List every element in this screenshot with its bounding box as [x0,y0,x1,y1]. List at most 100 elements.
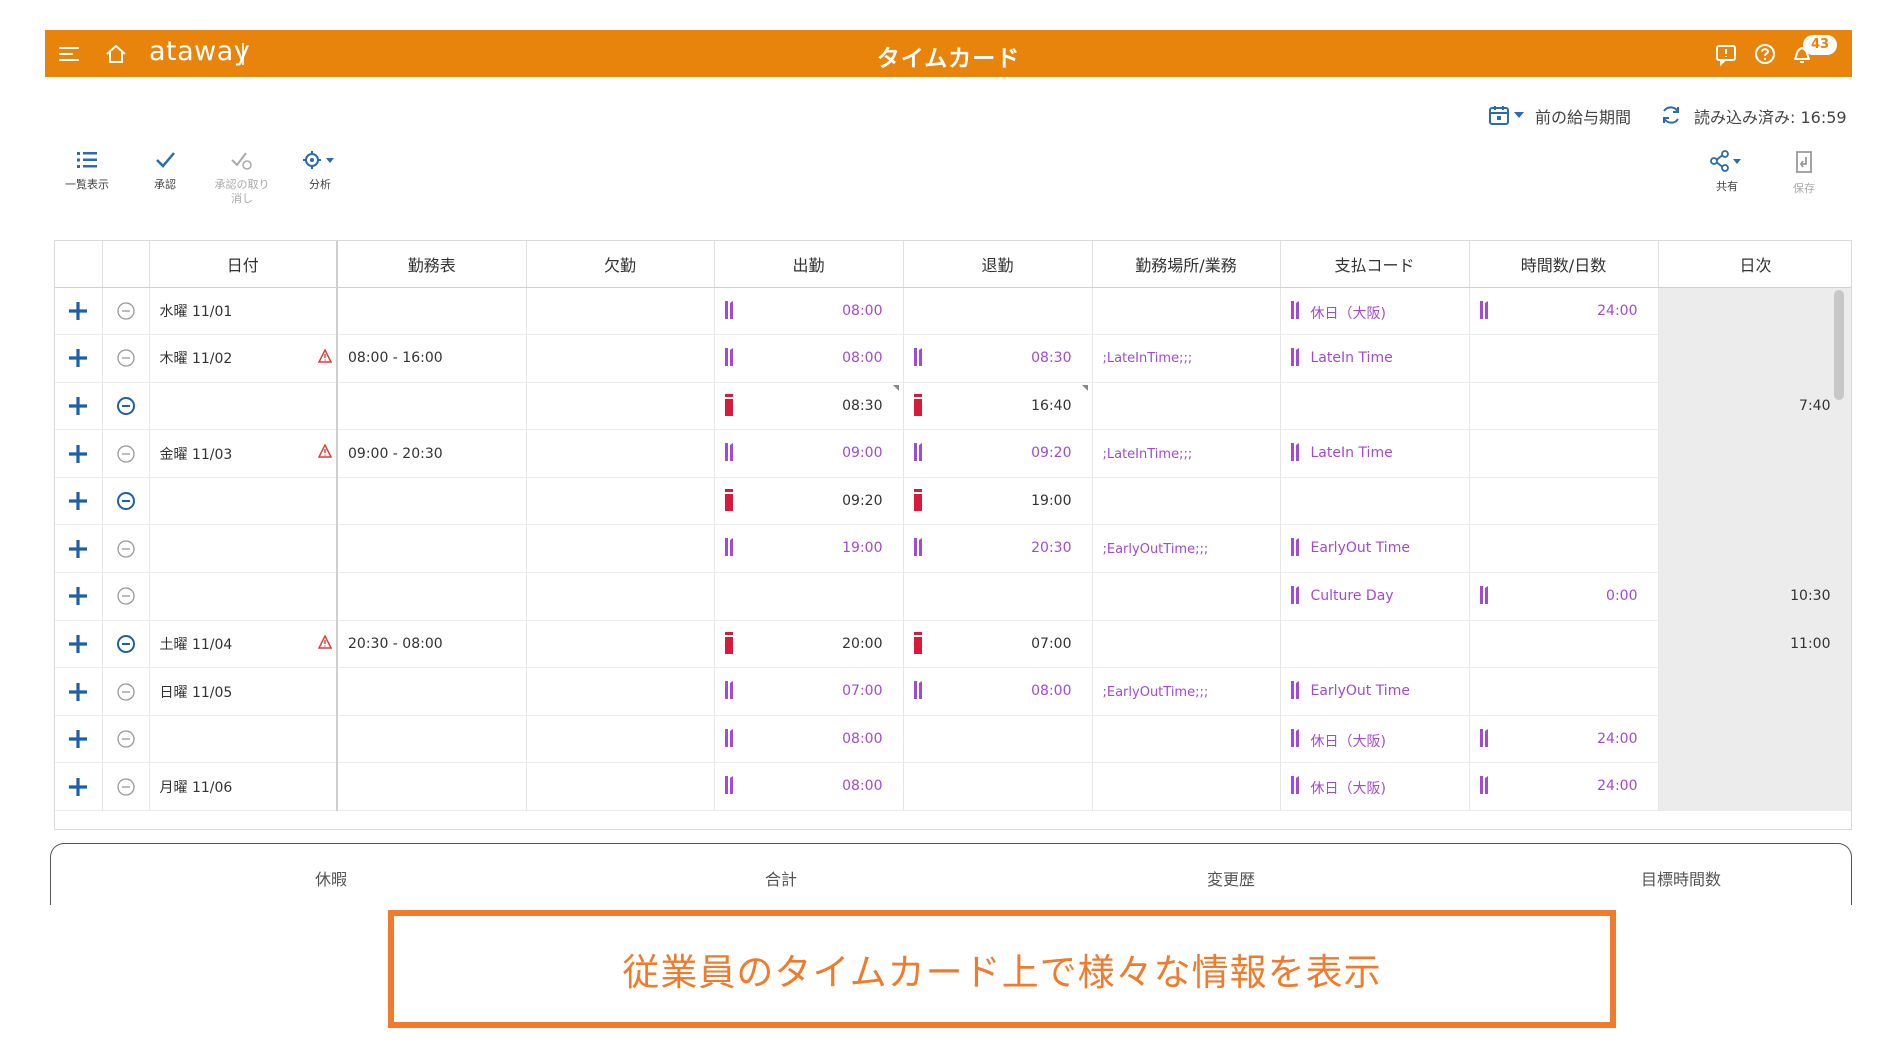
hours-cell[interactable]: 24:00 [1469,715,1659,764]
share-button[interactable]: 共有 [1697,150,1757,194]
remove-icon[interactable] [116,396,136,416]
date-cell[interactable] [149,524,338,574]
hours-cell[interactable]: 24:00 [1469,762,1659,812]
paycode-cell[interactable]: LateIn Time [1280,334,1470,383]
location-cell[interactable]: ;EarlyOutTime;;; [1092,524,1281,574]
tab-change-history[interactable]: 変更歴 [1206,870,1255,889]
column-header-paycode[interactable]: 支払コード [1280,241,1470,288]
hours-cell[interactable] [1469,477,1659,526]
location-cell[interactable] [1092,477,1281,526]
location-cell[interactable]: ;LateInTime;;; [1092,429,1281,478]
location-cell[interactable] [1092,620,1281,669]
date-cell[interactable]: 土曜 11/04 [149,620,338,669]
schedule-cell[interactable] [337,667,527,716]
table-row[interactable]: Culture Day 0:00 10:30 [55,572,1851,621]
absence-cell[interactable] [526,715,715,764]
out-punch-cell[interactable]: 08:00 [903,667,1093,716]
add-icon[interactable] [67,538,89,560]
date-cell[interactable]: 日曜 11/05 [149,667,338,716]
table-row[interactable]: 日曜 11/05 07:00 08:00 ;EarlyOutTime;;; EarlyO… [55,667,1851,716]
column-header-date[interactable]: 日付 [149,241,338,288]
hours-cell[interactable] [1469,429,1659,478]
out-punch-cell[interactable]: 16:40 [903,382,1093,431]
hours-cell[interactable]: 24:00 [1469,287,1659,336]
in-punch-cell[interactable]: 08:00 [714,715,904,764]
location-cell[interactable] [1092,715,1281,764]
hours-cell[interactable] [1469,382,1659,431]
tab-leave[interactable]: 休暇 [314,870,347,889]
absence-cell[interactable] [526,429,715,478]
table-row[interactable]: 09:20 19:00 [55,477,1851,526]
paycode-cell[interactable] [1280,382,1470,431]
hours-cell[interactable] [1469,620,1659,669]
column-header-absence[interactable]: 欠勤 [526,241,715,288]
in-punch-cell[interactable]: 08:30 [714,382,904,431]
out-punch-cell[interactable] [903,715,1093,764]
schedule-cell[interactable] [337,287,527,336]
absence-cell[interactable] [526,667,715,716]
remove-icon[interactable] [116,729,136,749]
paycode-cell[interactable] [1280,477,1470,526]
date-cell[interactable] [149,715,338,764]
absence-cell[interactable] [526,762,715,812]
table-row[interactable]: 金曜 11/03 09:00 - 20:30 09:00 09:20 ;LateInTi… [55,429,1851,478]
in-punch-cell[interactable]: 08:00 [714,762,904,812]
schedule-cell[interactable] [337,524,527,574]
analyze-button[interactable]: 分析 [290,150,350,192]
calendar-icon[interactable] [1488,104,1510,126]
column-header-schedule[interactable]: 勤務表 [337,241,527,288]
location-cell[interactable] [1092,287,1281,336]
home-icon[interactable] [103,41,129,67]
add-icon[interactable] [67,681,89,703]
paycode-cell[interactable]: EarlyOut Time [1280,524,1470,574]
in-punch-cell[interactable]: 08:00 [714,334,904,383]
paycode-cell[interactable] [1280,620,1470,669]
date-cell[interactable] [149,382,338,431]
remove-icon[interactable] [116,301,136,321]
schedule-cell[interactable] [337,762,527,812]
out-punch-cell[interactable] [903,572,1093,621]
add-icon[interactable] [67,728,89,750]
schedule-cell[interactable]: 08:00 - 16:00 [337,334,527,383]
absence-cell[interactable] [526,524,715,574]
in-punch-cell[interactable]: 09:00 [714,429,904,478]
vertical-scrollbar[interactable] [1834,290,1844,400]
table-row[interactable]: 土曜 11/04 20:30 - 08:00 20:00 07:00 11:00 [55,620,1851,669]
paycode-cell[interactable]: EarlyOut Time [1280,667,1470,716]
add-icon[interactable] [67,585,89,607]
date-cell[interactable]: 月曜 11/06 [149,762,338,812]
hours-cell[interactable] [1469,524,1659,574]
schedule-cell[interactable] [337,477,527,526]
absence-cell[interactable] [526,287,715,336]
tab-totals[interactable]: 合計 [764,870,797,889]
in-punch-cell[interactable]: 19:00 [714,524,904,574]
help-icon[interactable] [1752,41,1778,67]
out-punch-cell[interactable] [903,762,1093,812]
hours-cell[interactable]: 0:00 [1469,572,1659,621]
schedule-cell[interactable] [337,715,527,764]
table-row[interactable]: 水曜 11/01 08:00 休日（大阪) 24:00 [55,287,1851,336]
add-icon[interactable] [67,776,89,798]
column-header-daily[interactable]: 日次 [1658,241,1851,288]
refresh-icon[interactable] [1660,104,1682,126]
location-cell[interactable] [1092,572,1281,621]
hours-cell[interactable] [1469,667,1659,716]
add-icon[interactable] [67,633,89,655]
bell-icon[interactable] [1789,41,1815,67]
approve-button[interactable]: 承認 [135,150,195,192]
date-cell[interactable] [149,572,338,621]
chevron-down-icon[interactable] [1514,112,1524,118]
out-punch-cell[interactable]: 20:30 [903,524,1093,574]
out-punch-cell[interactable]: 07:00 [903,620,1093,669]
add-icon[interactable] [67,490,89,512]
location-cell[interactable] [1092,382,1281,431]
date-cell[interactable] [149,477,338,526]
table-row[interactable]: 木曜 11/02 08:00 - 16:00 08:00 08:30 ;LateInTi… [55,334,1851,383]
table-row[interactable]: 月曜 11/06 08:00 休日（大阪) 24:00 [55,762,1851,812]
schedule-cell[interactable] [337,572,527,621]
in-punch-cell[interactable]: 07:00 [714,667,904,716]
schedule-cell[interactable]: 09:00 - 20:30 [337,429,527,478]
remove-icon[interactable] [116,682,136,702]
date-cell[interactable]: 水曜 11/01 [149,287,338,336]
location-cell[interactable] [1092,762,1281,812]
